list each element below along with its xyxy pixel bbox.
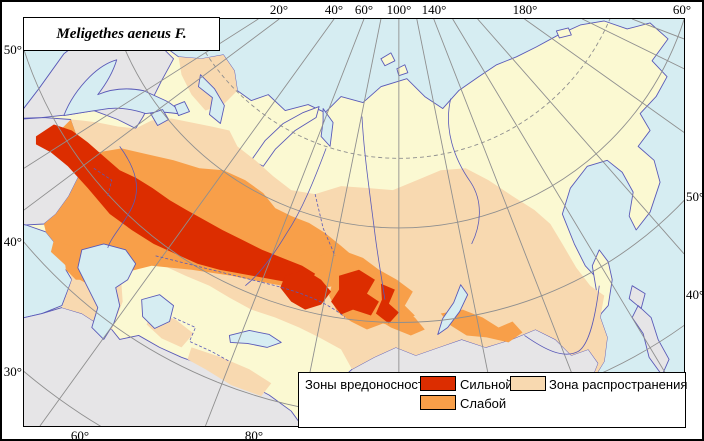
latitude-label-right: 40° [686,287,704,302]
latitude-label-right: 50° [686,189,704,204]
ob-river [245,148,327,287]
map-canvas [23,18,685,427]
west-internal-border [93,167,113,197]
distribution-zone-swatch [510,376,546,391]
distribution-zone-label: Зона распространения [549,377,688,392]
strong-zone-belt [35,124,316,285]
central-asia-borders [173,317,230,362]
longitude-label-top: 20° [269,2,289,17]
map-title-box: Meligethes aeneus F. [23,17,220,51]
map-title: Meligethes aeneus F. [56,25,187,42]
wrangel-island [555,27,572,39]
admin-borders [93,167,346,362]
novaya-zemlya-island [250,106,320,167]
latitude-label-left: 30° [3,364,22,379]
latitude-label-left: 40° [3,234,22,249]
distribution-map [24,19,684,426]
volga-river [107,146,137,249]
lake-baikal [437,284,469,335]
amur-river [524,285,600,355]
ob-gulf [320,108,334,147]
longitude-label-bottom: 60° [70,428,90,441]
severnaya-zemlya-islands [380,52,409,77]
weak-zone-european [43,119,361,290]
turkey-iran-afghanistan [24,307,303,426]
sakhalin-island [591,249,613,315]
legend-heading: Зоны вредоносности: [305,377,435,392]
rivers [107,98,600,355]
lake-balkhash [228,330,282,348]
longitude-label-top: 140° [421,2,447,17]
strong-zone-label: Сильной [460,377,513,392]
longitude-label-top: 60° [672,2,692,17]
longitude-label-bottom: 80° [244,428,264,441]
strong-zone-altai-patches [280,269,399,324]
strong-zone-swatch [420,376,456,391]
legend: Зоны вредоносности: Сильной Слабой Зона … [298,372,688,428]
longitude-label-top: 40° [324,2,344,17]
longitude-label-top: 180° [512,2,538,17]
baltic-sea [63,59,182,116]
longitude-label-top: 100° [386,2,412,17]
distribution-zone-central-asia [146,311,272,397]
longitude-label-top: 60° [354,2,374,17]
aral-sea [141,294,174,329]
weak-zone-label: Слабой [460,396,507,411]
latitude-label-left: 50° [3,42,22,57]
weak-zone-swatch [420,395,456,410]
lena-river [448,98,480,245]
kazakhstan-border [155,255,346,318]
siberia-internal-border [314,194,336,256]
white-sea [198,74,225,124]
lake-onega [174,101,190,116]
yenisei-river [361,116,386,300]
caspian-sea [77,243,137,340]
